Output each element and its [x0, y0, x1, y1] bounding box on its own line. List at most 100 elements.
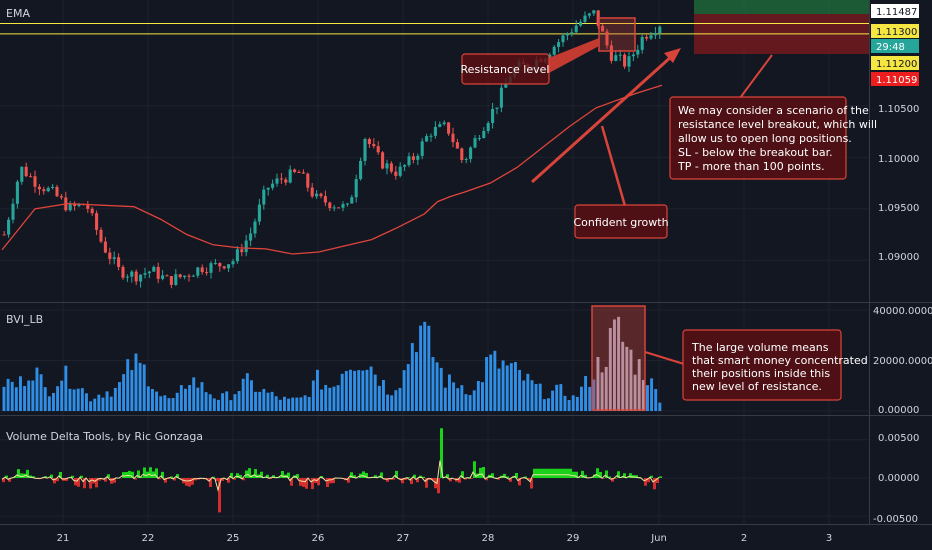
volume-bar	[501, 360, 505, 411]
volume-bar	[646, 385, 649, 411]
volume-bar	[431, 357, 435, 411]
candle-body	[460, 148, 464, 161]
candle-body	[310, 187, 314, 197]
volume-bar	[460, 385, 464, 411]
candle-body	[178, 274, 182, 278]
volume-bar	[365, 369, 369, 411]
candle-body	[15, 181, 19, 204]
time-tick: 27	[397, 533, 410, 544]
volume-bar	[163, 395, 167, 411]
candle-body	[583, 15, 587, 22]
candle-body	[640, 36, 644, 50]
scenario-annotation[interactable]: We may consider a scenario of the resist…	[669, 54, 881, 180]
volume-bar	[489, 354, 493, 411]
volume-bar	[563, 395, 567, 411]
volume-bar	[353, 370, 357, 411]
volume-callout	[682, 329, 842, 401]
candle-body	[403, 165, 407, 167]
volume-spike-box	[591, 305, 646, 411]
volume-line-1: The large volume means	[691, 341, 829, 354]
candle-body	[240, 249, 244, 253]
price-badge-text: 1.11300	[876, 27, 917, 38]
candle-body	[165, 275, 169, 277]
volume-bar	[369, 366, 373, 411]
scenario-callout	[669, 96, 847, 180]
volume-bar	[142, 364, 146, 411]
candle-body	[169, 276, 173, 285]
candle-body	[288, 169, 292, 183]
axes: 1.10500 1.10000 1.09500 1.09000 40000.00…	[873, 104, 932, 525]
candle-body	[433, 126, 437, 136]
volume-bar	[43, 387, 47, 411]
candle-body	[297, 172, 301, 174]
volume-bar	[76, 388, 80, 411]
scenario-callout-text: We may consider a scenario of the resist…	[677, 104, 881, 173]
candle-body	[196, 267, 200, 276]
volume-bar	[427, 325, 431, 411]
volume-bar	[493, 350, 497, 411]
delta-pane[interactable]	[1, 428, 662, 513]
volume-bar	[233, 394, 237, 411]
candle-body	[372, 144, 376, 147]
candle-body	[218, 262, 222, 267]
volume-bar	[324, 385, 328, 411]
candle-body	[429, 135, 433, 137]
volume-bar	[316, 369, 319, 411]
candle-body	[587, 13, 591, 16]
resistance-annotation[interactable]: Resistance level	[461, 17, 636, 85]
price-badge	[871, 56, 919, 70]
candle-body	[394, 171, 398, 176]
price-tick: 1.10000	[878, 154, 919, 165]
volume-bar	[328, 387, 332, 411]
scenario-line-4: SL - below the breakout bar.	[678, 146, 833, 159]
delta-positive-area	[5, 428, 662, 478]
candle-body	[125, 276, 129, 278]
volume-bar	[406, 364, 410, 411]
time-tick: 3	[826, 533, 832, 544]
volume-bar	[402, 370, 406, 411]
candle-body	[328, 202, 332, 209]
candle-body	[596, 10, 600, 26]
delta-tick: 0.00500	[878, 433, 919, 444]
volume-bar	[332, 386, 336, 411]
volume-annotation[interactable]: The large volume means that smart money …	[591, 305, 871, 411]
growth-annotation[interactable]: Confident growth	[530, 48, 681, 239]
candle-body	[279, 178, 283, 180]
price-badge-text: 1.11059	[876, 75, 917, 86]
volume-bar	[398, 387, 402, 411]
volume-bar	[637, 359, 641, 411]
volume-bar	[344, 370, 348, 411]
volume-bar	[64, 365, 68, 411]
volume-bar	[575, 396, 579, 411]
volume-pane[interactable]	[2, 316, 662, 411]
volume-bar	[274, 396, 278, 411]
time-tick: 29	[567, 533, 580, 544]
volume-bar	[23, 385, 27, 411]
volume-bar	[311, 380, 315, 411]
volume-bar	[452, 382, 456, 411]
volume-bar	[592, 379, 596, 411]
volume-bar	[109, 396, 113, 411]
candle-body	[337, 207, 341, 209]
time-axis[interactable]: 21 22 25 26 27 28 29 Jun 2 3	[57, 533, 833, 544]
candle-body	[381, 152, 385, 169]
price-tick: 1.09000	[878, 252, 919, 263]
candle-body	[24, 166, 28, 177]
time-tick: 25	[227, 533, 240, 544]
volume-bar	[241, 378, 245, 411]
price-badge-text: 1.11200	[876, 59, 917, 70]
candle-body	[11, 203, 15, 220]
volume-bar	[118, 382, 121, 411]
volume-bar	[208, 394, 212, 411]
volume-tick: 20000.00000	[873, 356, 932, 367]
scenario-line-1: We may consider a scenario of the	[678, 104, 869, 117]
delta-tick: 0.00000	[878, 473, 919, 484]
price-badge-text: 1.11487	[876, 7, 917, 18]
candle-body	[570, 32, 574, 34]
price-tick: 1.09500	[878, 203, 919, 214]
volume-bar	[361, 370, 365, 411]
scenario-line-3: allow us to open long positions.	[678, 132, 852, 145]
volume-bar	[85, 393, 88, 411]
price-pane[interactable]	[0, 9, 869, 289]
